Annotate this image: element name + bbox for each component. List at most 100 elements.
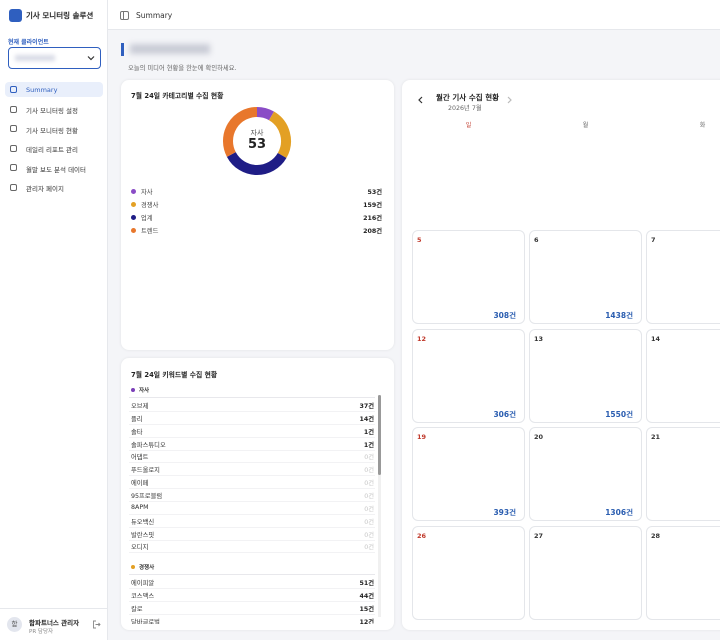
day-count: 1306건 (605, 508, 633, 517)
group-name: 자사 (139, 388, 150, 394)
donut-segment (223, 107, 258, 157)
day-number: 21 (651, 433, 661, 441)
donut-segment (268, 111, 291, 158)
row-divider (129, 423, 375, 425)
keyword-name: 에이페 (131, 480, 149, 488)
keyword-count: 1건 (363, 441, 374, 449)
day-cell[interactable]: 28 (646, 525, 720, 620)
row-divider (129, 588, 375, 590)
keyword-count: 44건 (359, 593, 374, 601)
day-cell[interactable]: 12 306건 (412, 328, 525, 423)
client-select[interactable] (8, 47, 101, 69)
keyword-count: 0건 (364, 480, 374, 488)
row-divider (129, 539, 375, 541)
legend-value: 208건 (363, 228, 382, 235)
prev-month[interactable] (417, 96, 424, 104)
legend-dot (131, 227, 136, 233)
day-number: 20 (534, 433, 544, 441)
keyword-count: 14건 (359, 415, 374, 423)
card-title: 7월 24일 키워드별 수집 현황 (131, 371, 218, 379)
keyword-count: 51건 (359, 580, 374, 588)
user-role: PR 담당자 (29, 629, 54, 635)
legend-name: 자사 (141, 189, 153, 196)
nav-item[interactable]: Summary (26, 85, 58, 94)
category-card: 7월 24일 카테고리별 수집 현황 자사 53 자사 53건 경쟁사 159건 업계 2… (121, 80, 394, 350)
keyword-name: 솔타 (131, 428, 143, 436)
keyword-name: 오브제 (131, 403, 149, 410)
row-divider (129, 462, 375, 464)
donut-center-label: 자사 (250, 129, 264, 137)
keyword-name: 달바글로벌 (131, 618, 160, 624)
day-cell[interactable]: 26 (412, 525, 525, 620)
weekday: 월 (582, 122, 589, 129)
legend-name: 트렌드 (141, 228, 159, 235)
keyword-count: 0건 (364, 531, 374, 539)
weekday: 화 (699, 122, 706, 129)
legend-dot (131, 201, 136, 207)
day-cell[interactable]: 6 1438건 (529, 230, 642, 324)
row-divider (129, 449, 375, 451)
group-dot (131, 388, 135, 392)
avatar: 함 (7, 617, 22, 632)
keyword-card: 7월 24일 키워드별 수집 현황 자사 오브제 37건 플리 14건 솔타 1건 솔파스튜디… (121, 358, 394, 630)
keyword-name: 8APM (131, 503, 149, 511)
day-number: 26 (417, 531, 427, 540)
calendar-title: 월간 기사 수집 현황 (436, 93, 500, 102)
day-cell[interactable]: 27 (529, 525, 642, 620)
row-divider (129, 411, 375, 412)
day-cell[interactable]: 14 (646, 328, 720, 423)
next-month[interactable] (506, 96, 513, 104)
day-count: 1550건 (605, 409, 633, 419)
app-logo (9, 9, 22, 22)
calendar-card: 월간 기사 수집 현황 2026년 7월 일 월 화 5 308건 6 1438건 7 12 30… (402, 80, 720, 630)
donut-center-value: 53 (247, 137, 267, 152)
keyword-list[interactable]: 자사 오브제 37건 플리 14건 솔타 1건 솔파스튜디오 1건 어댑트 0건 푸드올로지 0건 에이페… (121, 384, 394, 624)
nav-item[interactable]: 기사 모니터링 현황 (26, 126, 78, 135)
scrollbar-thumb[interactable] (378, 395, 381, 475)
keyword-count: 0건 (364, 544, 374, 552)
day-cell[interactable]: 21 (646, 427, 720, 521)
keyword-name: 발란스핏 (131, 531, 155, 539)
day-number: 5 (417, 236, 422, 244)
nav-item[interactable]: 월말 보도 분석 데이터 (26, 165, 87, 174)
nav-active-bg (5, 82, 103, 97)
donut-segment (256, 107, 274, 121)
logout-button[interactable] (92, 620, 101, 629)
keyword-name: 푸드올로지 (131, 467, 160, 475)
scrollbar-track (378, 395, 381, 617)
day-cell[interactable]: 19 393건 (412, 427, 525, 521)
client-label: 현재 클라이언트 (8, 39, 49, 46)
legend-value: 159건 (363, 202, 382, 209)
day-cell[interactable]: 5 308건 (412, 230, 525, 324)
nav-item[interactable]: 기사 모니터링 설정 (26, 107, 78, 115)
nav-item[interactable]: 관리자 페이지 (26, 185, 64, 193)
sidebar-toggle[interactable] (120, 11, 129, 20)
nav-icon (10, 125, 17, 132)
keyword-name: 코스맥스 (131, 593, 155, 601)
keyword-name: 듀오백신 (131, 518, 155, 526)
legend-value: 216건 (363, 215, 382, 222)
row-divider (129, 475, 375, 477)
page-title-accent (121, 43, 124, 56)
day-cell[interactable]: 13 1550건 (529, 328, 642, 423)
nav-icon (10, 183, 17, 191)
sidebar (0, 0, 108, 640)
weekday: 일 (465, 122, 472, 129)
day-count: 1438건 (605, 311, 633, 320)
nav-icon (10, 144, 17, 152)
group-dot (131, 565, 135, 570)
day-number: 28 (651, 531, 661, 540)
day-cell[interactable]: 20 1306건 (529, 427, 642, 521)
keyword-count: 37건 (359, 403, 374, 410)
donut-chart (223, 107, 291, 175)
day-cell[interactable]: 7 (646, 230, 720, 324)
row-divider (129, 613, 375, 615)
keyword-count: 0건 (364, 467, 374, 475)
row-divider (129, 552, 375, 554)
group-name: 경쟁사 (139, 565, 155, 572)
nav-item[interactable]: 데일리 리포트 관리 (26, 146, 78, 154)
legend-dot (131, 188, 136, 194)
row-divider (129, 601, 375, 603)
